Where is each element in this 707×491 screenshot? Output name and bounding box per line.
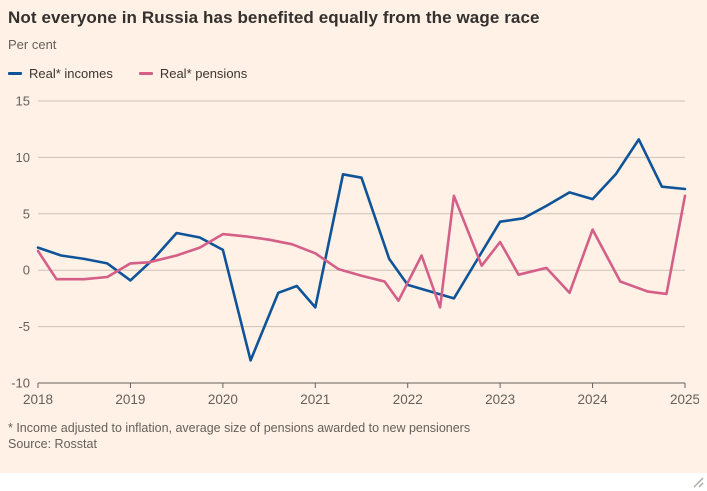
legend-item-real-pensions[interactable]: Real* pensions [138,66,248,81]
legend-label-incomes: Real* incomes [29,66,113,81]
x-tick-label: 2019 [115,392,145,407]
pensions-line-swatch-icon [138,72,153,75]
chart-footnote: * Income adjusted to inflation, average … [8,421,471,435]
incomes-line-swatch-icon [8,72,22,75]
chart-source: Source: Rosstat [8,437,97,452]
x-tick-label: 2020 [208,392,238,407]
legend: Real* incomes Real* pensions [8,66,699,81]
y-tick-label: -10 [11,376,30,391]
resize-handle[interactable] [691,475,704,488]
series-line [36,138,687,362]
chart-title: Not everyone in Russia has benefited equ… [8,8,540,27]
x-tick-label: 2022 [393,392,423,407]
legend-item-real-incomes[interactable]: Real* incomes [8,66,113,81]
y-tick-label: -5 [18,319,30,334]
legend-label-pensions: Real* pensions [159,66,248,81]
x-tick-label: 2021 [300,392,330,407]
line-chart: 15 10 5 0 -5 -10 2018 2019 2020 2021 2022 2023 2024 2… [8,91,700,416]
y-tick-label: 15 [16,94,30,109]
chart-subtitle: Per cent [8,37,57,52]
x-tick-label: 2023 [485,392,515,407]
x-tick-label: 2024 [578,392,609,407]
series-line [36,194,687,309]
y-tick-label: 10 [16,150,30,165]
chart-card: Not everyone in Russia has benefited equ… [0,0,707,473]
x-tick-label: 2018 [23,392,53,407]
y-tick-label: 0 [23,263,30,278]
x-tick-label: 2025 [670,392,699,407]
y-tick-label: 5 [23,206,30,221]
